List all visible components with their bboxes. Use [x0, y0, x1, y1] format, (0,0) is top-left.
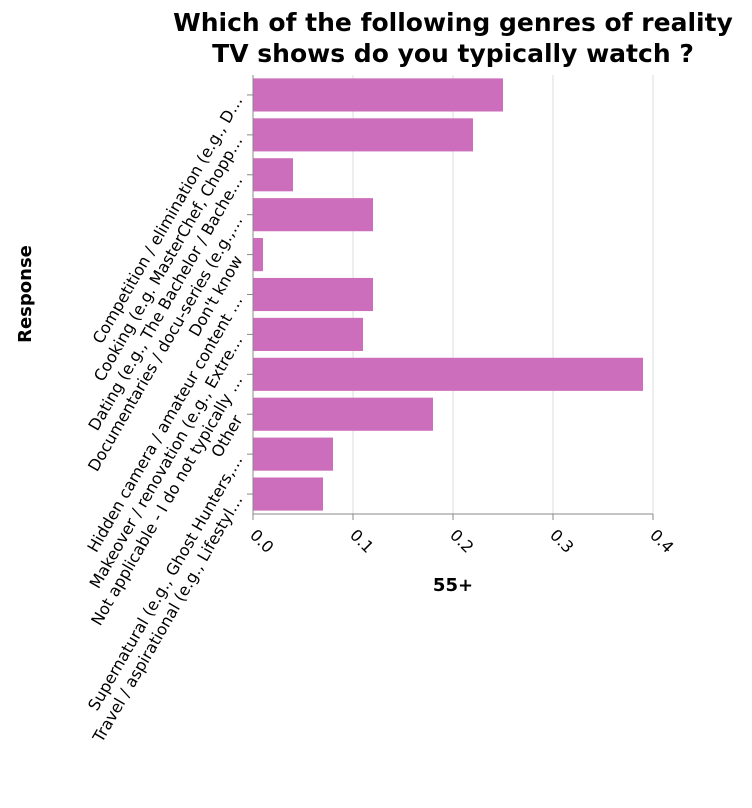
- bar: [253, 477, 323, 511]
- bar: [253, 357, 643, 391]
- bars: [253, 78, 643, 511]
- y-axis-title: Response: [15, 245, 36, 343]
- bar: [253, 78, 503, 112]
- bar: [253, 277, 373, 312]
- bar: [253, 158, 293, 192]
- y-axis-ticks: Competition / elimination (e.g., D…Cooki…: [83, 92, 253, 746]
- bar: [253, 317, 363, 351]
- bar: [253, 397, 433, 431]
- x-tick-label: 0.1: [346, 525, 377, 556]
- bar: [253, 238, 263, 272]
- bar: [253, 198, 373, 232]
- x-axis-title: 55+: [433, 575, 473, 596]
- chart-title-line-1: Which of the following genres of reality: [173, 8, 733, 37]
- bar: [253, 118, 473, 152]
- x-tick-label: 0.0: [246, 525, 277, 556]
- x-axis-ticks: 0.0 0.1 0.2 0.3 0.4: [246, 514, 678, 557]
- x-tick-label: 0.3: [546, 525, 577, 556]
- x-tick-label: 0.2: [446, 525, 477, 556]
- chart-title-line-2: TV shows do you typically watch ?: [212, 39, 694, 68]
- x-tick-label: 0.4: [646, 525, 677, 556]
- bar: [253, 437, 333, 471]
